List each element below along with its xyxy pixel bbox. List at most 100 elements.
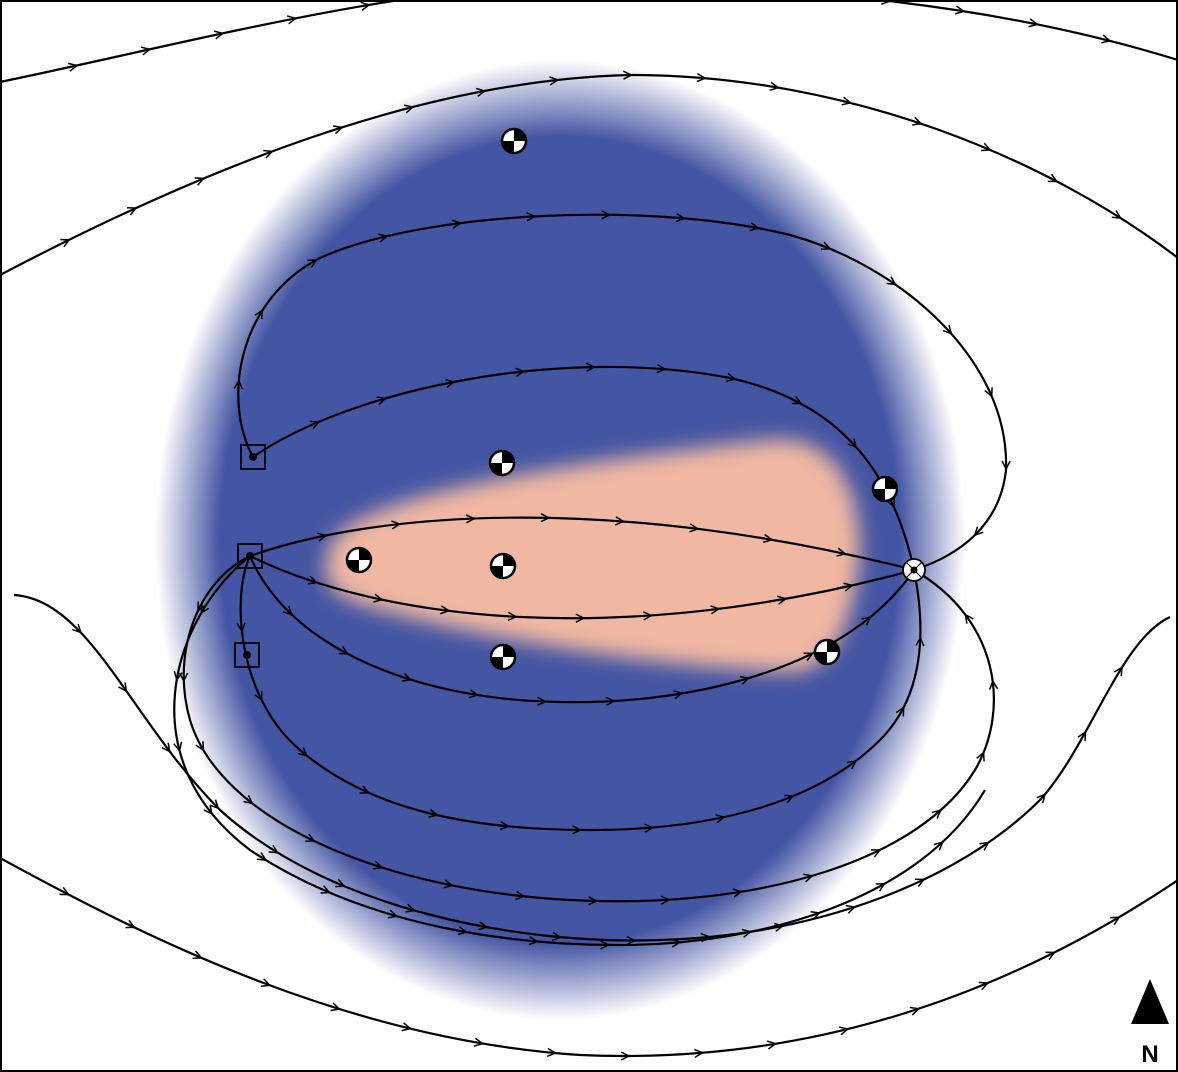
flowline-inner-loop-1 xyxy=(239,555,922,832)
flow-direction-arrow-icon xyxy=(499,820,511,831)
flow-direction-arrow-icon xyxy=(256,852,268,861)
flow-direction-arrow-icon xyxy=(401,672,413,682)
flow-direction-arrow-icon xyxy=(401,1022,413,1032)
square-dot-icon xyxy=(240,444,266,470)
flow-direction-arrow-icon xyxy=(192,950,203,960)
flow-direction-arrow-icon xyxy=(915,636,925,647)
flow-direction-arrow-icon xyxy=(173,670,183,682)
flow-direction-arrow-icon xyxy=(549,76,560,86)
flow-direction-arrow-icon xyxy=(468,689,480,699)
flow-direction-arrow-icon xyxy=(696,72,707,83)
flow-direction-arrow-icon xyxy=(675,213,686,223)
flow-direction-arrow-icon xyxy=(870,849,882,858)
flow-direction-arrow-icon xyxy=(528,936,539,946)
checkered-circle-icon xyxy=(489,552,517,580)
north-arrow-icon xyxy=(1131,979,1169,1024)
injection-wells xyxy=(234,444,266,668)
flow-direction-arrow-icon xyxy=(373,593,384,603)
flow-direction-arrow-icon xyxy=(912,116,923,126)
flow-direction-arrow-icon xyxy=(694,1048,705,1059)
flow-direction-arrow-icon xyxy=(732,888,744,898)
flow-direction-arrow-icon xyxy=(68,62,79,72)
flow-direction-arrow-icon xyxy=(981,142,992,152)
flow-direction-arrow-icon xyxy=(360,1,371,11)
flow-direction-arrow-icon xyxy=(428,808,439,818)
flow-direction-arrow-icon xyxy=(620,1051,631,1061)
flow-direction-arrow-icon xyxy=(875,882,887,892)
flow-direction-arrow-icon xyxy=(791,395,803,405)
flow-direction-arrow-icon xyxy=(209,799,220,810)
flow-direction-arrow-icon xyxy=(784,794,795,804)
flow-direction-arrow-icon xyxy=(173,741,183,753)
flow-direction-arrow-icon xyxy=(378,233,389,243)
flow-direction-arrow-icon xyxy=(886,497,895,509)
flow-direction-arrow-icon xyxy=(575,613,586,623)
flow-direction-arrow-icon xyxy=(642,611,654,621)
flow-direction-arrow-icon xyxy=(715,814,726,824)
inner-plume xyxy=(325,439,860,672)
monitoring-wells xyxy=(345,127,899,671)
flow-direction-arrow-icon xyxy=(445,378,456,388)
flow-direction-arrow-icon xyxy=(376,396,387,406)
flow-direction-arrow-icon xyxy=(194,177,206,186)
flow-direction-arrow-icon xyxy=(335,878,346,888)
flowline-outer-bottom-1 xyxy=(13,593,1171,942)
flow-direction-arrow-icon xyxy=(1114,665,1123,677)
checkered-circle-icon xyxy=(813,638,841,666)
flow-direction-arrow-icon xyxy=(236,622,246,633)
flow-direction-arrow-icon xyxy=(763,533,774,544)
flow-direction-arrow-icon xyxy=(671,938,682,948)
flow-direction-arrow-icon xyxy=(942,324,953,335)
flow-direction-arrow-icon xyxy=(200,604,210,615)
flow-direction-arrow-icon xyxy=(615,516,626,526)
flow-direction-arrow-icon xyxy=(777,595,788,605)
flow-direction-arrow-icon xyxy=(1036,793,1047,804)
flow-direction-arrow-icon xyxy=(551,931,563,942)
flowline-outer-bottom-2 xyxy=(0,857,1178,1058)
flowline-outer-top-1 xyxy=(0,0,1178,84)
flow-direction-arrow-icon xyxy=(984,387,993,398)
flow-direction-arrow-icon xyxy=(537,696,548,707)
north-arrow: N xyxy=(1131,979,1169,1068)
checkered-circle-icon xyxy=(489,643,517,671)
flow-direction-arrow-icon xyxy=(803,652,815,661)
flowline-injection2-lower xyxy=(249,555,915,620)
flow-direction-arrow-icon xyxy=(213,30,225,40)
flow-direction-arrow-icon xyxy=(700,932,711,943)
flow-direction-arrow-icon xyxy=(478,921,489,931)
flow-direction-arrow-icon xyxy=(774,922,785,932)
flow-direction-arrow-icon xyxy=(403,104,415,114)
flow-direction-arrow-icon xyxy=(933,841,944,851)
flow-direction-arrow-icon xyxy=(387,909,399,919)
flowline-inner-loop-2 xyxy=(182,555,995,903)
flow-direction-arrow-icon xyxy=(710,605,721,615)
north-label: N xyxy=(1141,1041,1158,1068)
flow-direction-arrow-icon xyxy=(260,978,272,987)
flow-direction-arrow-icon xyxy=(600,940,611,950)
flow-direction-arrow-icon xyxy=(909,1006,921,1016)
checkered-circle-icon xyxy=(871,475,899,503)
circle-cross-icon xyxy=(902,558,926,582)
flow-direction-arrow-icon xyxy=(515,367,526,377)
flow-direction-arrow-icon xyxy=(443,879,454,889)
flow-direction-arrow-icon xyxy=(955,5,966,15)
flow-direction-arrow-icon xyxy=(305,833,316,842)
flow-direction-arrow-icon xyxy=(976,750,985,762)
flow-direction-arrow-icon xyxy=(749,222,760,232)
flow-direction-arrow-icon xyxy=(72,623,82,634)
flow-direction-arrow-icon xyxy=(803,873,814,883)
flow-direction-arrow-icon xyxy=(546,1047,558,1057)
flow-direction-arrow-icon xyxy=(973,526,984,537)
flow-direction-arrow-icon xyxy=(739,675,751,685)
checkered-circle-icon xyxy=(488,449,516,477)
flow-direction-arrow-icon xyxy=(60,238,71,248)
flow-direction-arrow-icon xyxy=(741,928,753,938)
flow-direction-arrow-icon xyxy=(526,212,537,222)
flow-direction-arrow-icon xyxy=(769,81,780,92)
flow-direction-arrow-icon xyxy=(1028,18,1039,28)
flow-direction-arrow-icon xyxy=(118,682,128,693)
flowline-inner-loop-3 xyxy=(173,555,986,947)
flow-direction-arrow-icon xyxy=(820,241,832,251)
